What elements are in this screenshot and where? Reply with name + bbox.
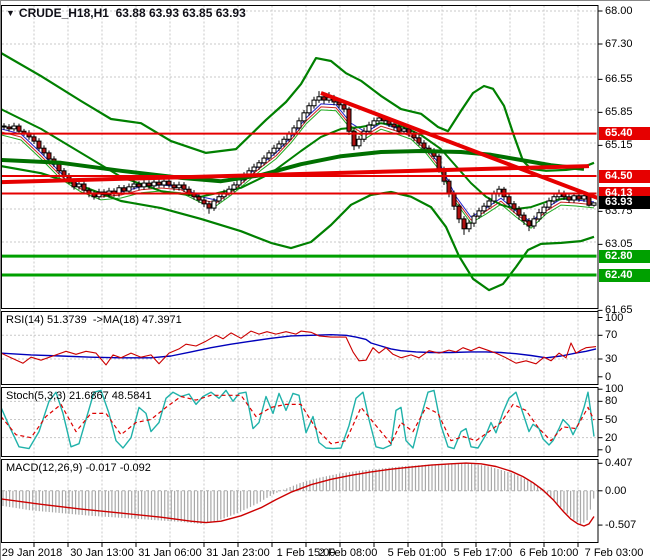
price-badge-63.93: 63.93: [599, 196, 650, 210]
y-axis-label: 63.05: [605, 238, 633, 251]
x-axis-label: 1 Feb 15:00: [276, 547, 336, 559]
macd-axis-label: -0.507: [605, 519, 637, 532]
x-axis-label: 6 Feb 10:00: [519, 547, 579, 559]
stoch-axis-label: 50: [605, 413, 618, 426]
candles: [2, 91, 597, 235]
y-axis-label: 68.00: [605, 5, 633, 17]
stoch-axis-label: 0: [605, 443, 612, 456]
ohlc-values: 63.88 63.93 63.85 63.93: [115, 6, 246, 20]
rsi-panel: [2, 330, 597, 366]
x-axis-label: 31 Jan 06:00: [138, 547, 202, 559]
stoch-d-line: [2, 394, 595, 445]
fast-ma-red-line: [2, 106, 595, 226]
downtrend-line[interactable]: [320, 91, 598, 200]
main-price-panel: [1, 52, 598, 292]
gridlines: [2, 5, 597, 543]
x-axis-label: 31 Jan 23:00: [206, 547, 270, 559]
macd-signal-line: [2, 462, 595, 527]
y-axis-label: 65.15: [605, 139, 633, 152]
rsi-axis-label: 70: [605, 329, 618, 342]
rsi-ma-line: [2, 334, 597, 359]
rsi-axis-label: 100: [605, 311, 624, 324]
panel-border: [1, 459, 599, 543]
x-axis-label: 2 Feb 08:00: [318, 547, 378, 559]
y-axis-label: 66.55: [605, 73, 633, 86]
x-axis-label: 29 Jan 2018: [1, 547, 63, 559]
stochastic-panel: [2, 389, 595, 450]
x-axis-label: 7 Feb 03:00: [584, 547, 644, 559]
chevron-down-icon[interactable]: ▼: [6, 8, 15, 18]
rsi-line: [2, 330, 597, 366]
price-badge-62.80: 62.80: [599, 249, 650, 263]
x-axis-label: 30 Jan 13:00: [70, 547, 134, 559]
slow-ma-line: [2, 149, 585, 184]
macd-panel: [2, 462, 595, 527]
y-axis-label: 67.30: [605, 38, 633, 50]
uptrend-line[interactable]: [1, 164, 590, 185]
panel-border: [1, 387, 599, 457]
chart-header: ▼ CRUDE_H18,H1 63.88 63.93 63.85 63.93: [6, 6, 246, 20]
price-badge-64.50: 64.50: [599, 169, 650, 183]
stoch-axis-label: 80: [605, 395, 618, 408]
axis-ticks: [33, 10, 603, 547]
symbol-label: CRUDE_H18,H1: [18, 6, 109, 20]
rsi-indicator-label: RSI(14) 51.3739 ->MA(18) 47.3971: [6, 314, 182, 326]
panel-border: [1, 311, 599, 385]
rsi-axis-label: 30: [605, 353, 618, 365]
price-badge-62.40: 62.40: [599, 268, 650, 282]
y-axis-label: 61.65: [605, 304, 633, 317]
stoch-axis-label: 100: [605, 383, 624, 396]
stoch-axis-label: 20: [605, 431, 618, 444]
x-axis-label: 5 Feb 01:00: [387, 547, 447, 559]
bollinger-lower-line: [2, 165, 595, 292]
macd-indicator-label: MACD(12,26,9) -0.017 -0.092: [6, 462, 151, 474]
macd-axis-label: 0.00: [605, 484, 627, 497]
macd-axis-label: 0.407: [605, 457, 633, 470]
bollinger-upper-line: [2, 52, 595, 172]
y-axis-label: 65.85: [605, 106, 633, 119]
stoch-k-line: [2, 389, 595, 450]
price-badge-65.40: 65.40: [599, 127, 650, 141]
rsi-axis-label: 0: [605, 370, 612, 383]
x-axis-label: 5 Feb 17:00: [453, 547, 513, 559]
panel-border: [1, 5, 599, 309]
stoch-indicator-label: Stoch(5,3,3) 21.6867 48.5841: [6, 390, 152, 402]
